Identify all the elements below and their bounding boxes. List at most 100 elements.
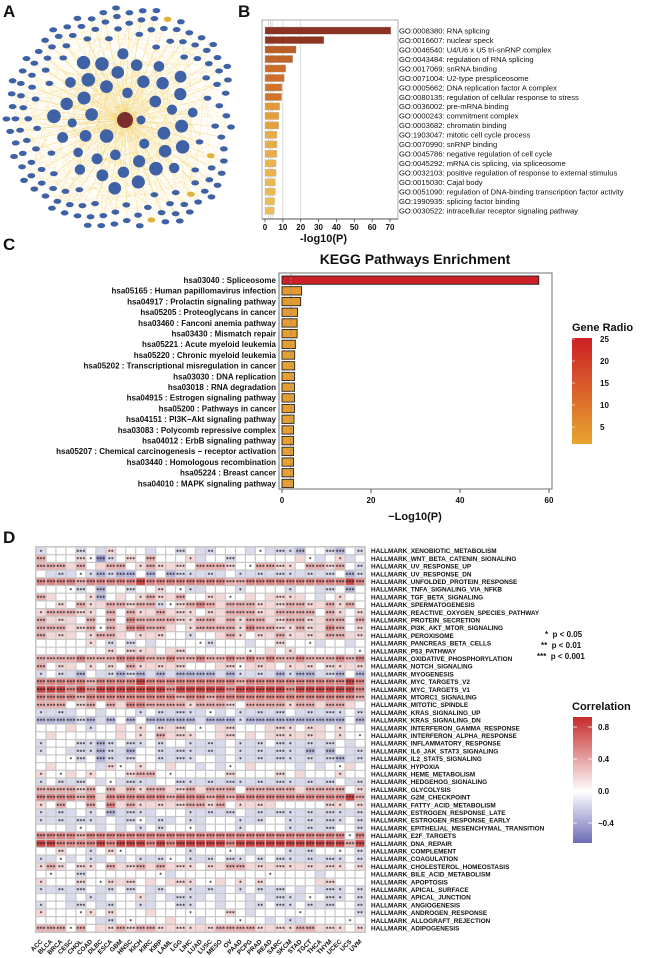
heatmap-cell	[86, 917, 96, 924]
network-node	[73, 147, 83, 158]
heatmap-cell	[245, 855, 255, 863]
heatmap-cell	[275, 555, 285, 562]
heatmap-cell	[36, 801, 46, 809]
hallmark-row-label: HALLMARK_IL6_JAK_STAT3_SIGNALING	[371, 748, 498, 755]
heatmap-cell	[146, 871, 156, 878]
heatmap-cell	[106, 755, 116, 762]
network-node	[158, 144, 172, 158]
heatmap-cell	[255, 786, 265, 793]
significance-stars: ***	[256, 842, 265, 848]
significance-stars: ***	[106, 696, 115, 702]
heatmap-cell	[166, 847, 175, 855]
network-node	[187, 191, 195, 197]
significance-stars: ***	[176, 903, 185, 909]
heatmap-cell	[345, 794, 355, 801]
significance-stars: **	[207, 857, 213, 863]
network-edge	[44, 40, 86, 136]
heatmap-cell	[156, 640, 166, 647]
significance-stars: *	[129, 919, 132, 925]
significance-stars: ***	[76, 580, 85, 586]
significance-stars: *	[289, 734, 292, 740]
network-node	[134, 212, 142, 218]
heatmap-cell	[315, 616, 325, 624]
significance-stars: ***	[326, 796, 335, 802]
significance-stars: ***	[356, 619, 365, 625]
significance-stars: ***	[86, 580, 95, 586]
heatmap-cell	[136, 909, 146, 916]
network-edge	[122, 53, 185, 205]
heatmap-cell	[285, 740, 295, 747]
heatmap-cell	[245, 709, 255, 716]
network-node	[31, 96, 40, 102]
heatmap-cell	[325, 917, 335, 924]
heatmap-cell	[106, 794, 116, 801]
heatmap-cell	[116, 878, 126, 886]
network-edge	[65, 191, 166, 222]
network-edge	[79, 32, 190, 170]
network-edge	[140, 112, 193, 121]
significance-stars: ***	[276, 773, 285, 779]
significance-stars: ***	[296, 626, 305, 632]
heatmap-cell	[226, 871, 235, 878]
heatmap-cell	[206, 794, 215, 801]
heatmap-cell	[66, 647, 76, 655]
heatmap-cell	[295, 686, 305, 693]
significance-stars: **	[207, 803, 213, 809]
network-node	[194, 199, 203, 205]
heatmap-cell	[46, 640, 56, 647]
heatmap-cell	[295, 755, 305, 762]
heatmap-cell	[46, 817, 56, 824]
heatmap-cell	[86, 840, 96, 847]
heatmap-cell	[96, 724, 106, 732]
network-edge	[23, 7, 117, 181]
heatmap-cell	[166, 655, 175, 662]
heatmap-cell	[146, 663, 156, 670]
network-node	[34, 48, 43, 55]
heatmap-cell	[355, 778, 365, 786]
kegg-x-tick-label: 20	[367, 496, 376, 505]
network-edge	[57, 150, 166, 202]
panel-label-a: A	[3, 2, 15, 21]
heatmap-cell	[156, 909, 166, 916]
heatmap-cell	[76, 847, 86, 855]
network-edge	[101, 93, 226, 226]
heatmap-cell	[295, 809, 305, 816]
significance-stars: ***	[276, 896, 285, 902]
heatmap-cell	[285, 817, 295, 824]
significance-stars: ***	[146, 834, 155, 840]
heatmap-cell	[56, 632, 66, 639]
significance-stars: ***	[46, 927, 55, 933]
heatmap-cell	[285, 824, 295, 832]
heatmap-cell	[46, 655, 56, 662]
heatmap-cell	[236, 578, 245, 585]
heatmap-cell	[66, 909, 76, 916]
significance-stars: *	[89, 665, 92, 671]
network-edge	[140, 81, 144, 121]
heatmap-cell	[285, 555, 295, 562]
heatmap-cell	[186, 724, 195, 732]
heatmap-cell	[355, 601, 365, 608]
heatmap-cell	[345, 670, 355, 678]
network-edge	[167, 19, 202, 38]
heatmap-cell	[315, 547, 325, 555]
hallmark-row-label: HALLMARK_FATTY_ACID_METABOLISM	[371, 802, 496, 809]
significance-stars: **	[307, 726, 313, 732]
heatmap-cell	[146, 824, 156, 832]
heatmap-cell	[265, 624, 275, 632]
significance-stars: ***	[186, 688, 195, 694]
hallmark-row-label: HALLMARK_BILE_ACID_METABOLISM	[371, 872, 491, 879]
significance-stars: ***	[96, 634, 105, 640]
heatmap-cell	[196, 794, 205, 801]
heatmap-cell	[355, 655, 365, 662]
heatmap-cell	[96, 901, 106, 909]
heatmap-cell	[275, 909, 285, 916]
significance-stars: ***	[36, 927, 45, 933]
significance-stars: ***	[346, 572, 355, 578]
hallmark-row-label: HALLMARK_PEROXISOME	[371, 633, 454, 640]
network-edge	[124, 119, 199, 203]
significance-stars: *	[239, 826, 242, 832]
heatmap-cell	[275, 717, 285, 724]
heatmap-cell	[146, 817, 156, 824]
significance-stars: ***	[226, 857, 235, 863]
kegg-plot-frame	[278, 272, 553, 490]
